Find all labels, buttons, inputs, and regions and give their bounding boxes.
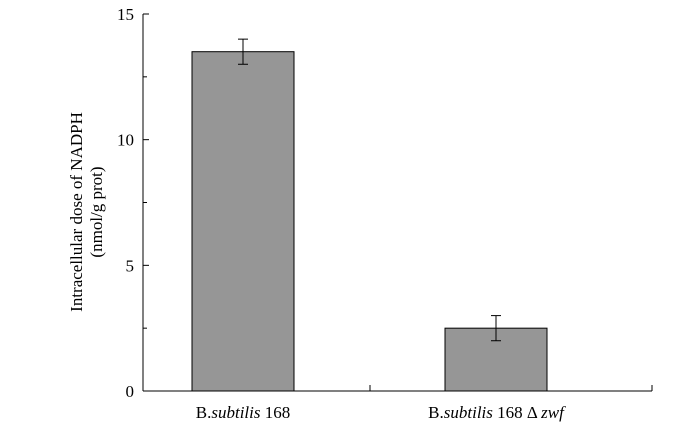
x-tick-label-part: 168 Δ xyxy=(493,403,541,422)
x-tick-label-part: zwf xyxy=(540,403,566,422)
y-axis-title-line1: Intracellular dose of NADPH xyxy=(67,112,86,312)
x-tick-label-part: subtilis xyxy=(211,403,261,422)
y-tick-label: 0 xyxy=(126,382,135,401)
bar xyxy=(191,51,295,392)
x-tick-label-part: B. xyxy=(196,403,212,422)
y-tick-label: 15 xyxy=(117,5,134,24)
y-axis-title-line2: (nmol/g prot) xyxy=(87,166,106,257)
x-tick-label-part: 168 xyxy=(260,403,290,422)
y-tick-label: 10 xyxy=(117,131,134,150)
x-tick-label: B.subtilis 168 Δ zwf xyxy=(428,403,566,422)
x-tick-label-part: subtilis xyxy=(444,403,494,422)
x-tick-label: B.subtilis 168 xyxy=(196,403,290,422)
y-tick-label: 5 xyxy=(126,256,135,275)
y-axis-title: Intracellular dose of NADPH (nmol/g prot… xyxy=(67,112,106,312)
x-tick-label-part: B. xyxy=(428,403,444,422)
